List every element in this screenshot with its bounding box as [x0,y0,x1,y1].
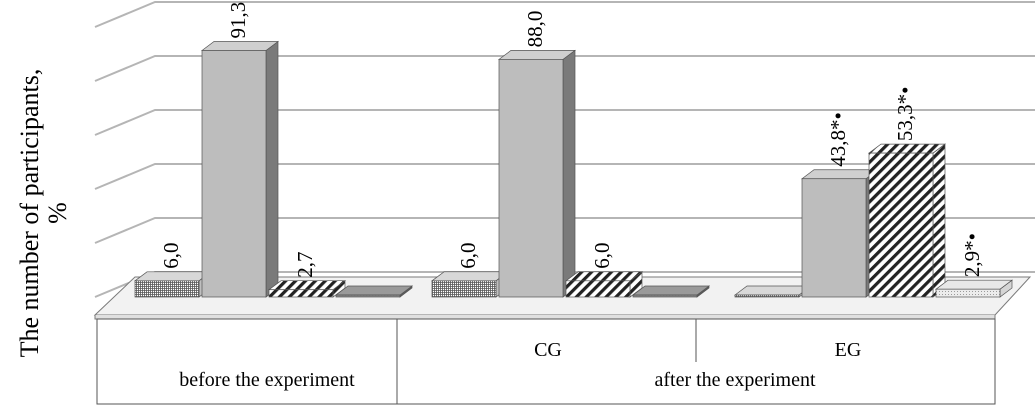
data-label: 6,0 [590,243,614,269]
data-label: 2,7 [293,251,317,277]
bar [632,294,698,298]
bar-side [932,143,946,298]
bar [498,59,564,298]
gridline [94,55,1035,82]
bar-top [430,271,510,282]
subcategory-label: CG [534,339,562,361]
data-label: 91,3 [226,2,250,39]
bar-top [631,285,711,296]
bar-side [562,49,576,298]
bar [734,294,800,298]
category-box [96,318,996,405]
category-label: after the experiment [654,369,815,391]
data-label: 53,3*• [893,86,917,141]
bar [935,288,1001,298]
gridline [94,217,1035,244]
gridline [94,163,1035,190]
bar-top [867,143,947,154]
bar-top [334,285,414,296]
bar-top [200,41,280,51]
gridline [94,109,1035,136]
data-label: 6,0 [456,243,480,269]
data-label: 88,0 [523,11,547,48]
bar-top [133,271,213,282]
data-label: 43,8*• [826,112,850,167]
bar-top [934,279,1014,290]
bar [565,280,631,298]
data-labels: 6,0 91,3 2,7 6,0 88,0 6,0 43,8*• 53,3*• 2,9*• [159,2,984,278]
subcategory-label: EG [835,339,862,361]
category-label: before the experiment [179,369,355,391]
category-axis: before the experiment after the experimen… [96,318,996,405]
bar-side [265,40,279,298]
data-label: 6,0 [159,243,183,269]
grid-lines [94,1,1035,298]
data-label: 2,9*• [960,233,984,277]
floor-edge [94,315,996,320]
bar-top [497,50,577,60]
bar-top [733,285,813,296]
bar [801,178,867,298]
bar [134,280,200,298]
bar-top [564,271,644,282]
bar [431,280,497,298]
gridline [94,1,1035,28]
bar [868,152,934,298]
bar [335,294,401,298]
bar [201,50,267,298]
bars [133,40,1014,298]
bar [268,289,334,298]
bar-top [267,280,347,291]
bar-top [800,169,880,180]
